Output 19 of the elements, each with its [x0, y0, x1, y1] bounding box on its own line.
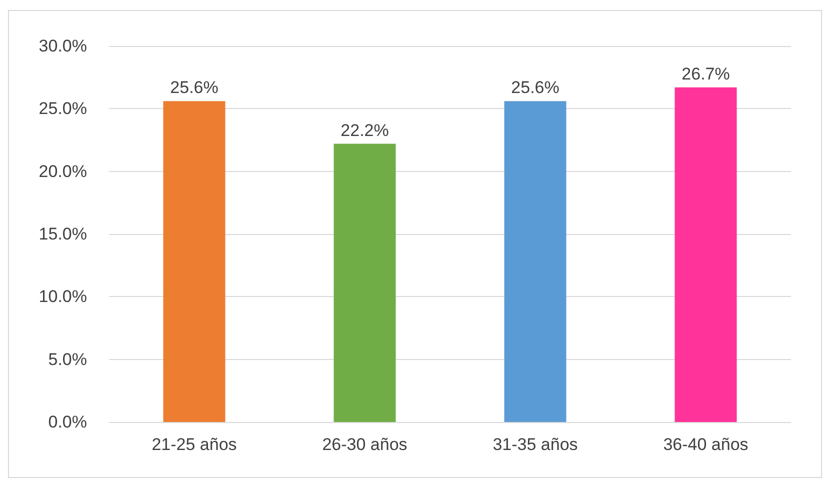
data-label: 25.6%: [511, 78, 560, 98]
x-tick-label: 36-40 años: [663, 435, 748, 454]
data-label: 26.7%: [682, 64, 730, 84]
x-tick-label: 21-25 años: [152, 435, 237, 454]
x-tick-label: 26-30 años: [322, 435, 408, 454]
y-tick-label: 10.0%: [38, 287, 87, 306]
bar: [334, 144, 396, 422]
y-tick-label: 5.0%: [48, 350, 87, 369]
y-tick-label: 25.0%: [38, 99, 87, 118]
data-label: 22.2%: [340, 120, 389, 140]
y-tick-label: 15.0%: [38, 224, 87, 244]
y-tick-label: 0.0%: [48, 412, 87, 432]
bar: [163, 101, 226, 422]
y-tick-label: 30.0%: [38, 36, 87, 56]
bar: [674, 87, 737, 422]
bar: [504, 101, 566, 422]
y-tick-label: 20.0%: [38, 162, 87, 181]
data-label: 25.6%: [170, 78, 218, 98]
x-tick-label: 31-35 años: [492, 435, 578, 454]
